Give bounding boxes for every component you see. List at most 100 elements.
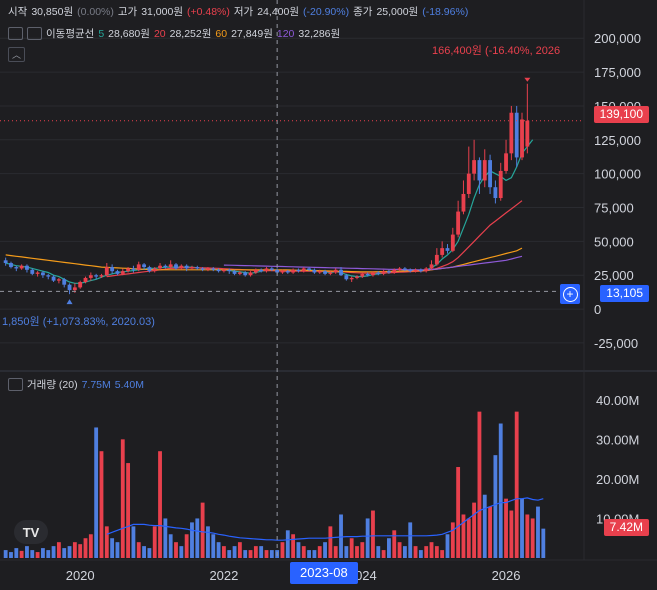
candle-body: [104, 267, 109, 276]
open-value: 30,850원: [31, 6, 74, 18]
candle-body: [115, 271, 120, 274]
crosshair-date-value: 2023-08: [300, 565, 348, 580]
volume-bar: [541, 528, 546, 558]
candle-body: [477, 160, 482, 181]
candle-body: [381, 271, 386, 274]
price-tick-label: 75,000: [594, 201, 634, 216]
volume-bar: [365, 518, 370, 558]
volume-bar: [514, 411, 519, 558]
volume-bar: [360, 542, 365, 558]
price-tick-label: 0: [594, 302, 601, 317]
add-alert-button[interactable]: +: [560, 284, 580, 304]
close-label: 종가: [353, 6, 373, 18]
volume-bar: [136, 542, 141, 558]
crosshair-price-tag: 13,105: [600, 285, 649, 302]
close-change: (-18.96%): [422, 5, 469, 18]
volume-bar: [525, 514, 530, 558]
candlestick-series: [3, 83, 530, 295]
eye-toggle-icon[interactable]: [8, 27, 23, 40]
volume-ma-line: [106, 497, 544, 541]
candle-body: [110, 267, 115, 272]
volume-bar: [211, 534, 216, 558]
low-change: (-20.90%): [303, 5, 350, 18]
volume-bar: [190, 522, 194, 558]
candle-body: [237, 272, 242, 274]
volume-bar: [317, 546, 322, 558]
ma-120-period: 120: [276, 27, 295, 40]
gridlines: [0, 0, 657, 561]
volume-bar: [51, 546, 56, 558]
candle-body: [307, 268, 312, 270]
volume-bar: [323, 542, 327, 558]
candle-body: [328, 272, 333, 274]
candle-body: [142, 264, 146, 268]
candle-body: [472, 160, 477, 174]
candle-body: [3, 260, 8, 264]
high-change: (+0.48%): [186, 5, 230, 18]
ma-5-value: 28,680원: [108, 28, 150, 40]
volume-bar: [413, 546, 418, 558]
tradingview-logo[interactable]: TV: [14, 520, 48, 544]
volume-bar: [179, 546, 184, 558]
candle-body: [46, 275, 51, 277]
volume-bar: [371, 510, 375, 558]
time-tick-label: 2020: [66, 568, 95, 583]
candle-body: [429, 264, 434, 269]
volume-bar: [482, 494, 487, 558]
volume-bar: [158, 451, 162, 558]
eye-toggle-icon[interactable]: [8, 378, 23, 391]
candle-body: [387, 271, 391, 273]
volume-bar: [333, 546, 338, 558]
volume-bar: [328, 526, 333, 558]
ma-20-period: 20: [153, 27, 166, 40]
price-tick-label: 25,000: [594, 268, 634, 283]
candle-body: [56, 279, 61, 281]
volume-legend: 거래량 (20) 7.75M 5.40M: [8, 377, 144, 392]
candle-body: [168, 264, 173, 268]
volume-bar: [221, 546, 226, 558]
price-axis[interactable]: -25,000 0 25,000 50,000 75,000 100,000 125,000…: [594, 31, 641, 351]
volume-bar: [418, 550, 423, 558]
current-price-tag: 139,100: [593, 106, 649, 123]
volume-bar: [41, 548, 45, 558]
time-tick-label: 2022: [209, 568, 238, 583]
candle-body: [227, 269, 232, 272]
volume-value: 7.75M: [81, 378, 111, 391]
candle-body: [158, 265, 162, 269]
volume-bar: [424, 546, 429, 558]
candle-body: [264, 268, 269, 272]
volume-bar: [184, 534, 189, 558]
ma-120-value: 32,286원: [298, 28, 341, 40]
candle-body: [285, 271, 290, 273]
candle-body: [418, 269, 423, 272]
candle-body: [184, 265, 189, 269]
volume-bar: [30, 550, 35, 558]
volume-bar: [9, 552, 13, 558]
candle-body: [498, 170, 503, 199]
volume-bar: [402, 546, 407, 558]
candle-body: [488, 160, 492, 188]
link-icon[interactable]: [27, 27, 42, 40]
volume-bar: [408, 522, 413, 558]
candle-body: [402, 268, 407, 270]
volume-bar: [488, 506, 492, 558]
candle-body: [434, 254, 439, 265]
candle-body: [355, 276, 359, 278]
ma-legend[interactable]: 이동평균선 5 28,680원 20 28,252원 60 27,849원 12…: [8, 26, 340, 41]
candle-body: [371, 272, 375, 276]
candle-body: [216, 269, 221, 272]
volume-bar: [78, 544, 83, 558]
volume-bar: [25, 546, 29, 558]
candle-body: [466, 173, 471, 194]
candle-body: [25, 265, 29, 270]
candle-body: [323, 271, 327, 274]
collapse-legend-button[interactable]: ︿: [8, 47, 25, 62]
candle-body: [30, 269, 35, 274]
candle-body: [317, 271, 322, 273]
candle-body: [296, 269, 301, 272]
candle-body: [509, 112, 514, 154]
time-axis[interactable]: 2020 2022 2024 2026: [66, 568, 521, 583]
ma-60-period: 60: [215, 27, 228, 40]
